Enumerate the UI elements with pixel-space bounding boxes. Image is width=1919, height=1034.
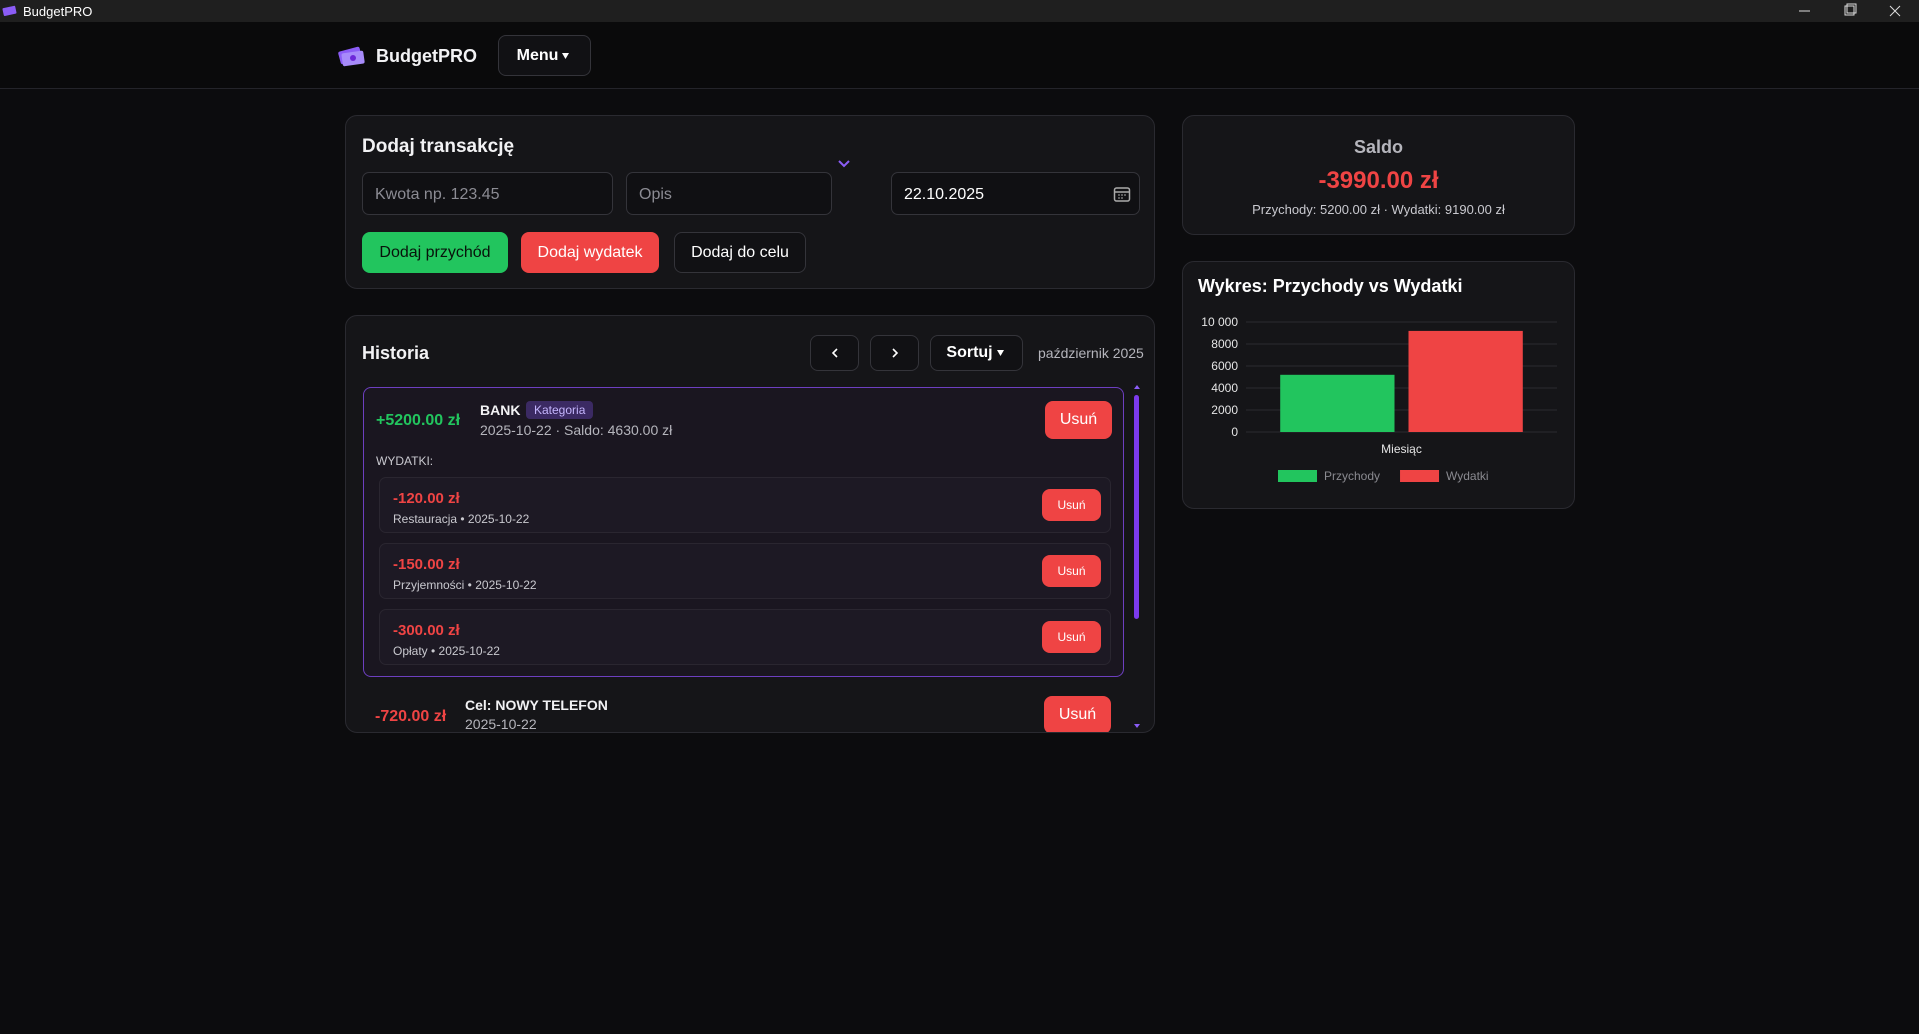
menu-button[interactable]: Menu [498,35,591,76]
expense-meta: Przyjemności • 2025-10-22 [393,578,537,592]
title-bar: BudgetPRO [0,0,1919,22]
add-form: Dodaj transakcję Kwota np. 123.45 Opis 2… [345,115,1155,289]
delete-button[interactable]: Usuń [1042,621,1101,653]
bar [1280,374,1395,432]
expense-item: -300.00 zł Opłaty • 2025-10-22 Usuń [379,609,1111,665]
entry-name: Cel: NOWY TELEFON [465,697,608,713]
legend-label: Wydatki [1446,469,1489,483]
x-tick-label: Miesiąc [1381,442,1422,456]
history-title: Historia [362,343,430,363]
scroll-arrows[interactable] [1132,316,1142,733]
delete-button[interactable]: Usuń [1045,401,1112,439]
entry-amount: +5200.00 zł [376,412,461,429]
date-input[interactable]: 22.10.2025 [891,172,1140,215]
brand-icon [338,46,365,67]
add-goal-button[interactable]: Dodaj do celu [674,232,806,273]
amount-input[interactable]: Kwota np. 123.45 [362,172,613,215]
description-input[interactable]: Opis [626,172,832,215]
y-tick-label: 10 000 [1201,315,1238,329]
expense-meta: Restauracja • 2025-10-22 [393,512,530,526]
balance: Saldo -3990.00 zł Przychody: 5200.00 zł … [1182,115,1575,235]
placeholder: Kwota np. 123.45 [375,186,500,203]
balance-summary: Przychody: 5200.00 zł · Wydatki: 9190.00… [1252,202,1505,217]
brand[interactable]: BudgetPRO [376,46,477,66]
expense-meta: Opłaty • 2025-10-22 [393,644,500,658]
sort-button[interactable]: Sortuj [930,335,1023,371]
y-tick-label: 4000 [1211,381,1238,395]
delete-button[interactable]: Usuń [1042,555,1101,587]
add-income-button[interactable]: Dodaj przychód [362,232,508,273]
chart: Wykres: Przychody vs Wydatki 0 2000 4000 60… [1198,276,1557,483]
dropdown-chevron[interactable] [836,158,852,170]
prev-button[interactable] [810,335,859,371]
y-tick-label: 8000 [1211,337,1238,351]
calendar-icon[interactable] [1113,185,1131,203]
legend-swatch [1278,470,1317,482]
y-tick-label: 2000 [1211,403,1238,417]
next-button[interactable] [870,335,919,371]
entry-meta: 2025-10-22 · Saldo: 4630.00 zł [480,422,673,438]
menu-label: Menu [516,46,559,64]
legend-swatch [1400,470,1440,482]
delete-button[interactable]: Usuń [1042,489,1101,521]
period: październik 2025 [1038,345,1144,361]
entry-meta: 2025-10-22 [465,716,537,732]
expense-amount: -300.00 zł [393,622,460,639]
window-controls[interactable] [1790,0,1919,22]
bar [1408,330,1523,432]
y-tick-label: 6000 [1211,359,1238,373]
sort-caret [996,350,1004,356]
placeholder: Opis [639,186,672,203]
entry-amount: -720.00 zł [375,708,447,725]
expense-amount: -150.00 zł [393,556,460,573]
chart-title: Wykres: Przychody vs Wydatki [1198,276,1462,296]
category-badge: Kategoria [526,401,594,419]
app-icon [2,5,17,16]
expense-item: -120.00 zł Restauracja • 2025-10-22 Usuń [379,477,1111,533]
expense-amount: -120.00 zł [393,490,460,507]
prev-icon [831,348,838,358]
expenses-label: WYDATKI: [376,454,434,468]
chart-card: Wykres: Przychody vs Wydatki 0 2000 4000 60… [1182,261,1575,509]
y-tick-label: 0 [1231,425,1238,439]
sort-label: Sortuj [946,344,993,361]
expense-item: -150.00 zł Przyjemności • 2025-10-22 Usuń [379,543,1111,599]
scrollbar-thumb[interactable] [1134,395,1139,619]
history: Historia Sortuj październik 2025 +5200.0… [345,315,1155,733]
history-entry: +5200.00 zł BANK Kategoria 2025-10-22 · … [363,387,1124,677]
balance-title: Saldo [1353,137,1403,157]
legend-label: Przychody [1324,469,1380,483]
window-title: BudgetPRO [23,4,93,19]
date-value: 22.10.2025 [904,186,985,203]
entry-name: BANK [480,402,521,418]
delete-button[interactable]: Usuń [1044,696,1111,732]
balance-amount: -3990.00 zł [1318,167,1439,194]
add-expense-button[interactable]: Dodaj wydatek [521,232,659,273]
next-icon [891,348,898,358]
header: BudgetPRO Menu [0,22,1919,89]
form-title: Dodaj transakcję [362,136,515,157]
menu-caret [562,52,570,59]
